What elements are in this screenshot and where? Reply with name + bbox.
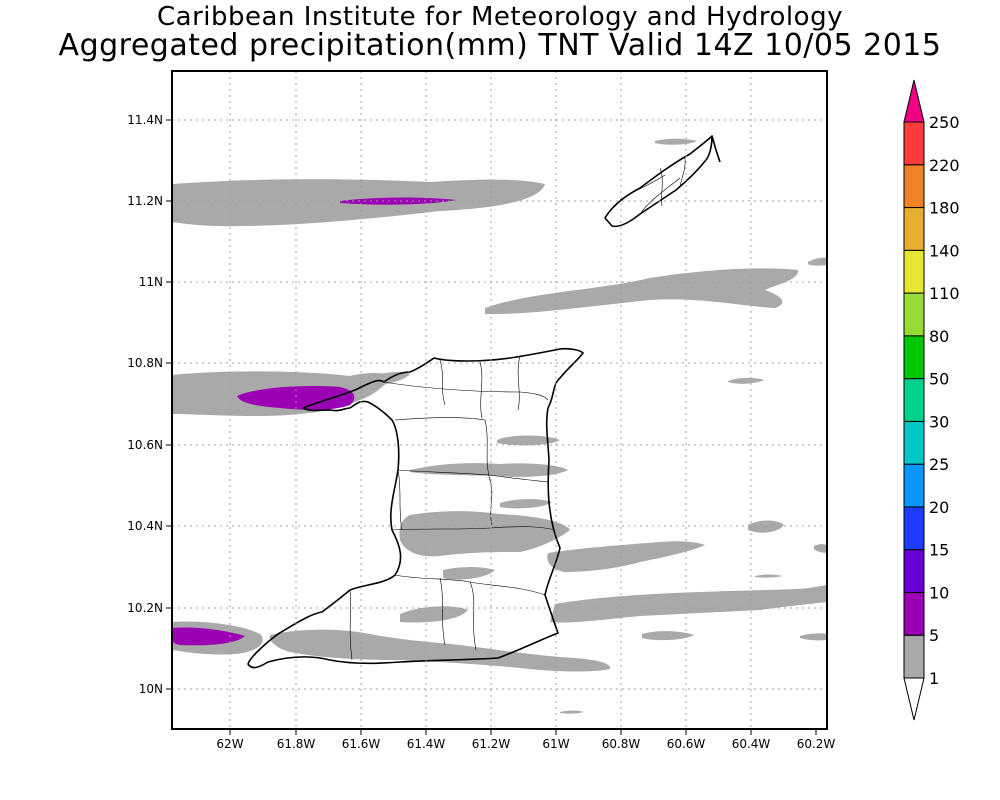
legend-label: 20 (929, 498, 949, 517)
lon-label: 61.6W (342, 737, 381, 751)
legend-swatch (903, 463, 925, 508)
rain-core-west-10-75n (237, 386, 355, 410)
trinidad-coastline (247, 347, 584, 669)
lat-label: 11.2N (127, 194, 163, 208)
rain-patch-central-10-53n (410, 463, 568, 477)
legend-swatch (903, 335, 925, 380)
rain-band-south-coast (269, 629, 611, 672)
legend-label: 15 (929, 541, 949, 560)
legend-swatch (903, 292, 925, 337)
admin-boundaries (349, 157, 686, 661)
legend-label: 110 (929, 284, 960, 303)
rain-patch-east-11n (808, 257, 827, 266)
lon-labels: 62W 61.8W 61.6W 61.4W 61.2W 61W 60.8W 60… (216, 737, 835, 751)
legend-label: 220 (929, 156, 960, 175)
lat-label: 10N (139, 682, 163, 696)
legend-label: 25 (929, 455, 949, 474)
lon-label: 60.6W (667, 737, 706, 751)
rain-patch-central-10-45n (500, 499, 552, 509)
legend-label: 5 (929, 626, 939, 645)
title-line-2: Aggregated precipitation(mm) TNT Valid 1… (58, 28, 942, 63)
rain-patch-central-10-28n (443, 567, 495, 580)
legend-label: 140 (929, 241, 960, 260)
tick-marks (166, 119, 817, 735)
title-line-1: Caribbean Institute for Meteorology and … (157, 2, 843, 32)
rain-patch-south-10n (560, 710, 584, 714)
rain-band-10-2n (400, 606, 468, 623)
lon-label: 60.2W (797, 737, 836, 751)
legend-swatch (903, 121, 925, 166)
rain-patch-east-10-27n (755, 574, 782, 578)
legend-label: 80 (929, 327, 949, 346)
rain-band-11n (485, 268, 799, 315)
rain-core-north (340, 197, 456, 205)
rain-patch-east-10-4n (748, 520, 784, 533)
legend-swatch (903, 506, 925, 551)
legend-label: 30 (929, 412, 949, 431)
legend-label: 50 (929, 370, 949, 389)
rain-patch-east-10-78n (728, 377, 764, 384)
lat-labels: 11.4N 11.2N 11N 10.8N 10.6N 10.4N 10.2N … (127, 113, 163, 696)
rain-patch-far-east-10-13n (800, 633, 827, 641)
legend-label: 250 (929, 113, 960, 132)
legend-swatch (903, 549, 925, 593)
lat-label: 11.4N (127, 113, 163, 127)
lon-label: 61W (542, 737, 569, 751)
lat-label: 10.8N (127, 356, 163, 370)
legend-arrow-low (903, 677, 925, 721)
legend-swatch (903, 591, 925, 636)
legend-swatch (903, 420, 925, 465)
grid (172, 71, 827, 729)
legend-swatch (903, 249, 925, 294)
legend-swatch (903, 164, 925, 209)
lon-label: 61.4W (407, 737, 446, 751)
rain-patch-east-10-15n (642, 631, 694, 641)
legend-swatch (903, 378, 925, 422)
rain-patch-central-10-6n (497, 435, 560, 446)
rain-core-southwest (172, 627, 245, 646)
map-frame (171, 70, 828, 730)
lat-label: 10.4N (127, 519, 163, 533)
lat-label: 10.2N (127, 601, 163, 615)
lon-label: 60.8W (602, 737, 641, 751)
rain-band-10-35n (399, 511, 570, 557)
lon-label: 61.8W (277, 737, 316, 751)
rain-band-east-10-35n (547, 541, 705, 572)
lon-label: 61.2W (472, 737, 511, 751)
legend-label: 180 (929, 199, 960, 218)
legend-label: 1 (929, 669, 939, 688)
legend-arrow-high (903, 79, 925, 123)
legend-swatch (903, 634, 925, 679)
trinidad-peninsula-nw (302, 407, 351, 412)
lon-label: 62W (216, 737, 243, 751)
precipitation-shading (172, 138, 827, 714)
lon-label: 60.4W (732, 737, 771, 751)
rain-patch-far-east-10-35n (814, 544, 827, 553)
rain-band-east-10-2n (550, 585, 827, 623)
tobago-point-east (711, 135, 721, 163)
lat-label: 10.6N (127, 438, 163, 452)
lat-label: 11N (139, 275, 163, 289)
legend-label: 10 (929, 583, 949, 602)
legend-swatch (903, 207, 925, 251)
